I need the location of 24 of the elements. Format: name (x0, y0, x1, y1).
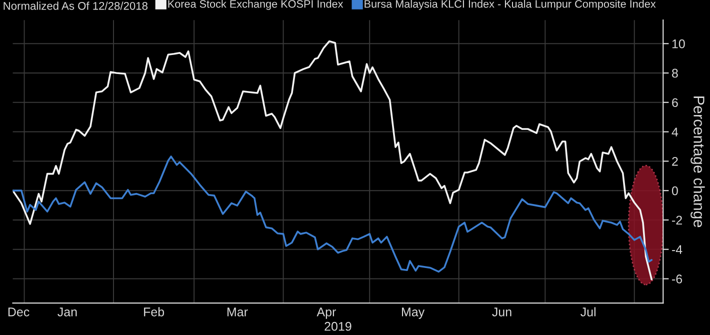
legend-label: Korea Stock Exchange KOSPI Index (168, 0, 344, 10)
legend-label: Bursa Malaysia KLCI Index - Kuala Lumpur Composite Index (364, 0, 656, 10)
chart-title: Normalized As Of 12/28/2018 (4, 2, 148, 10)
x-tick-label: Jan (58, 308, 77, 316)
y-tick-label: 8 (672, 68, 678, 78)
y-tick-label: 6 (672, 98, 678, 108)
x-tick-label: Apr (316, 308, 336, 319)
x-tick-label: May (402, 308, 425, 319)
x-tick-label: Feb (144, 307, 164, 316)
x-tick-label: Mar (228, 308, 248, 316)
y-tick-label: -4 (672, 245, 682, 254)
line-series (12, 156, 653, 273)
y-tick-label: -6 (672, 274, 682, 284)
x-axis-title: 2019 (324, 322, 352, 331)
y-tick-label: 2 (672, 156, 678, 166)
y-tick-label: 10 (672, 39, 685, 48)
y-tick-label: 0 (672, 186, 678, 196)
y-tick-label: -2 (672, 216, 682, 224)
x-tick-label: Jun (492, 308, 512, 316)
x-tick-label: Dec (8, 308, 30, 316)
line-series (12, 40, 653, 280)
y-axis-title: Percentage change (690, 96, 705, 228)
y-tick-label: 4 (672, 128, 678, 136)
x-tick-label: Jul (580, 307, 596, 316)
